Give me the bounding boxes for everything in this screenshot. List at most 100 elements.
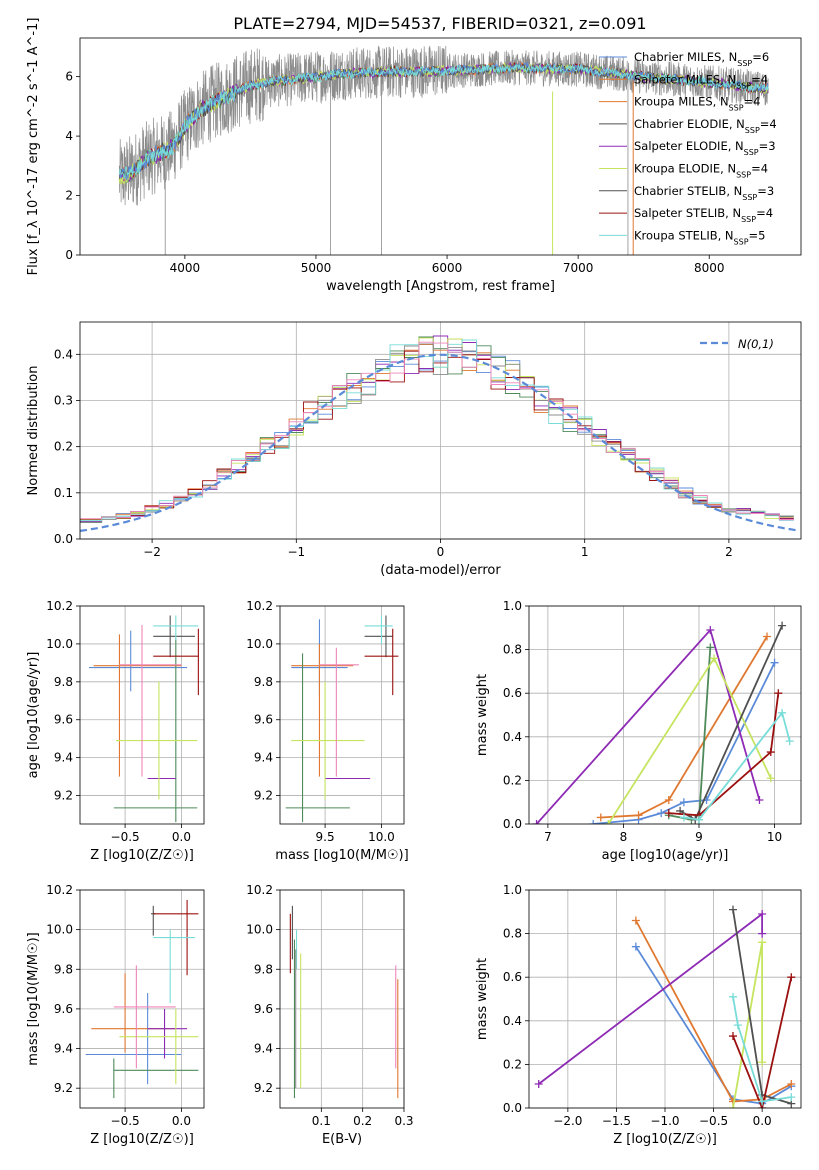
x-tick-label: 5000 <box>301 261 332 275</box>
weight-marker <box>766 774 775 783</box>
model-spectrum <box>118 62 769 185</box>
legend-suffix: =4 <box>751 162 768 176</box>
y-tick-label: 10.2 <box>46 599 73 613</box>
x-tick-label: 6000 <box>432 261 463 275</box>
weight-marker <box>770 658 779 667</box>
weight-marker <box>679 798 688 807</box>
legend-label: Salpeter STELIB, NSSP=4 <box>634 206 773 224</box>
y-tick-label: 0.0 <box>54 532 73 546</box>
x-tick-label: 0.0 <box>172 1114 191 1128</box>
weight-marker <box>758 1058 767 1067</box>
legend-label: Kroupa STELIB, NSSP=5 <box>634 228 765 246</box>
weight-marker <box>778 621 787 630</box>
panel-mass-vs-Z: −0.5 0.0 9.2 9.4 9.6 9.8 10.0 10.2 Z [log10(Z/Z☉… <box>26 883 205 1147</box>
y-tick-label: 0.4 <box>503 1014 522 1028</box>
histogram-series <box>80 338 794 520</box>
legend-suffix: =4 <box>756 206 773 220</box>
x-tick-label: −0.5 <box>699 1114 728 1128</box>
plot-area-weight-vs-age <box>532 621 794 824</box>
legend-subscript: SSP <box>741 215 756 224</box>
weight-marker <box>763 632 771 641</box>
y-axis-label: mass weight <box>475 958 490 1040</box>
y-tick-label: 10.2 <box>46 883 73 897</box>
x-tick-label: 9.5 <box>316 830 335 844</box>
weight-series <box>635 946 792 1105</box>
legend-subscript: SSP <box>736 170 751 179</box>
y-tick-label: 0.8 <box>503 643 522 657</box>
axes-frame <box>279 889 405 1109</box>
model-spectrum <box>118 62 769 179</box>
x-tick-label: −0.5 <box>111 830 140 844</box>
x-axis-label: E(B-V) <box>322 1132 362 1147</box>
panel-spectrum: 4000 5000 6000 7000 8000 0 2 4 6 wavelength [Angs… <box>26 18 802 294</box>
weight-series <box>732 996 792 1103</box>
y-tick-label: 9.4 <box>54 751 73 765</box>
weight-series <box>679 625 783 821</box>
weight-series <box>600 636 768 819</box>
x-tick-label: 2 <box>725 545 733 559</box>
weight-marker <box>532 820 541 824</box>
x-axis-label: Z [log10(Z/Z☉)] <box>90 1132 194 1147</box>
weight-series <box>635 920 792 1103</box>
weight-marker <box>664 809 673 818</box>
weight-marker <box>729 1032 737 1041</box>
axes-frame <box>528 605 802 825</box>
x-tick-label: 0.3 <box>394 1114 413 1128</box>
y-tick-label: 0.8 <box>503 927 522 941</box>
weight-marker <box>787 973 796 982</box>
weight-marker <box>631 942 640 951</box>
histogram-series <box>80 336 794 523</box>
y-tick-label: 9.2 <box>54 789 73 803</box>
axes-frame <box>79 605 205 825</box>
weight-marker <box>758 938 767 947</box>
weight-series <box>732 977 793 1108</box>
y-tick-label: 9.4 <box>254 751 273 765</box>
observed-spectrum <box>118 45 769 206</box>
x-axis-label: wavelength [Angstrom, rest frame] <box>326 279 555 294</box>
y-axis-label: age [log10(age/yr)] <box>26 652 41 779</box>
legend-label: Salpeter ELODIE, NSSP=3 <box>634 139 776 157</box>
panel-age-vs-mass: 9.5 10.0 9.2 9.4 9.6 9.8 10.0 10.2 mass [log10(M… <box>246 599 408 863</box>
x-axis-label: Z [log10(Z/Z☉)] <box>613 1132 717 1147</box>
y-tick-label: 9.4 <box>254 1042 273 1056</box>
y-tick-label: 10.0 <box>246 637 273 651</box>
legend-suffix: =3 <box>757 184 774 198</box>
weight-marker <box>755 796 764 805</box>
y-tick-label: 10.2 <box>246 599 273 613</box>
x-axis-label: Z [log10(Z/Z☉)] <box>90 848 194 863</box>
y-tick-label: 10.0 <box>46 923 73 937</box>
legend-suffix: =5 <box>749 228 766 242</box>
plot-area-mass-vs-ebv <box>289 905 399 1099</box>
panel-weight-vs-age: 7 8 9 10 0.0 0.2 0.4 0.6 0.8 1.0 age [log10(age/yr… <box>475 599 802 863</box>
weight-marker <box>729 905 737 914</box>
plot-area-spectrum <box>118 45 769 255</box>
axes-frame <box>528 889 802 1109</box>
y-tick-label: 9.8 <box>254 962 273 976</box>
y-tick-label: 9.6 <box>54 713 73 727</box>
y-axis-label: mass [log10(M/M☉)] <box>26 932 41 1065</box>
x-tick-label: −1.0 <box>650 1114 679 1128</box>
weight-marker <box>758 929 767 938</box>
y-tick-label: 9.8 <box>54 675 73 689</box>
plot-area-age-vs-mass <box>285 615 399 823</box>
y-axis-label: mass weight <box>475 674 490 756</box>
weight-marker <box>733 1021 742 1030</box>
plot-area-weight-vs-Z <box>534 905 796 1108</box>
weight-series <box>538 912 763 1085</box>
x-tick-label: −2 <box>143 545 161 559</box>
weight-marker <box>664 796 673 805</box>
weight-series <box>683 710 791 821</box>
legend-label: Chabrier ELODIE, NSSP=4 <box>634 117 777 134</box>
legend-suffix: =6 <box>752 50 769 64</box>
histogram-series <box>80 341 794 520</box>
x-axis-label: age [log10(age/yr)] <box>602 848 729 863</box>
legend-suffix: =4 <box>744 95 761 109</box>
y-tick-label: 9.2 <box>254 789 273 803</box>
x-tick-label: 1 <box>581 545 589 559</box>
axes-frame <box>79 37 802 256</box>
y-tick-label: 9.6 <box>54 1002 73 1016</box>
x-tick-label: 9 <box>695 830 703 844</box>
x-tick-label: 7 <box>544 830 552 844</box>
x-tick-label: 10 <box>767 830 782 844</box>
